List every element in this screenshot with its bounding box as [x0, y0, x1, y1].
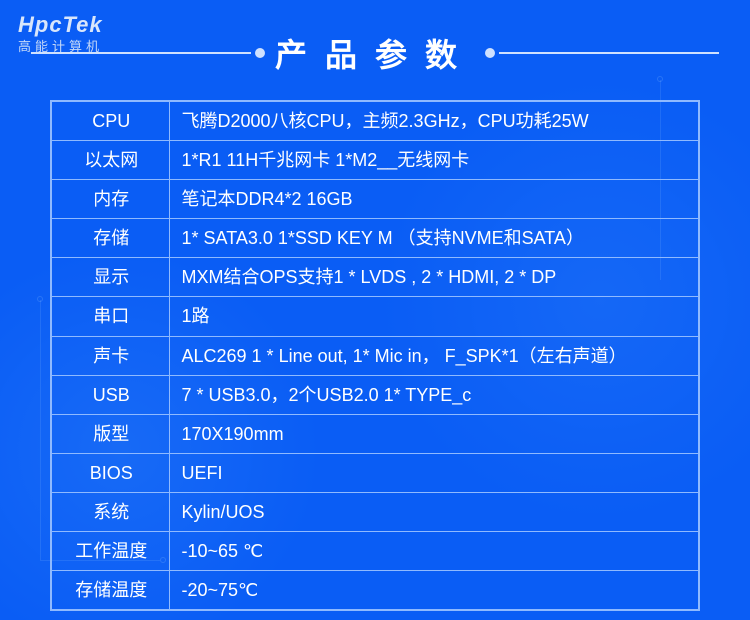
spec-label: 工作温度 — [51, 532, 169, 571]
spec-label: 版型 — [51, 414, 169, 453]
bg-deco-dot — [37, 296, 43, 302]
spec-label: 系统 — [51, 492, 169, 531]
spec-value: 1路 — [169, 297, 699, 336]
title-line-right-icon — [499, 52, 719, 54]
table-row: 存储温度-20~75℃ — [51, 571, 699, 611]
spec-table: CPU飞腾D2000八核CPU，主频2.3GHz，CPU功耗25W 以太网1*R… — [50, 100, 700, 611]
spec-value: 飞腾D2000八核CPU，主频2.3GHz，CPU功耗25W — [169, 101, 699, 141]
table-row: 以太网1*R1 11H千兆网卡 1*M2__无线网卡 — [51, 141, 699, 180]
table-row: 声卡ALC269 1 * Line out, 1* Mic in， F_SPK*… — [51, 336, 699, 375]
spec-value: 1*R1 11H千兆网卡 1*M2__无线网卡 — [169, 141, 699, 180]
spec-value: UEFI — [169, 453, 699, 492]
spec-label: 内存 — [51, 180, 169, 219]
table-row: CPU飞腾D2000八核CPU，主频2.3GHz，CPU功耗25W — [51, 101, 699, 141]
spec-label: 显示 — [51, 258, 169, 297]
spec-value: 7 * USB3.0，2个USB2.0 1* TYPE_c — [169, 375, 699, 414]
spec-value: -20~75℃ — [169, 571, 699, 611]
table-row: BIOS UEFI — [51, 453, 699, 492]
bg-deco-line — [40, 300, 41, 560]
table-row: 系统Kylin/UOS — [51, 492, 699, 531]
title-line-left-icon — [31, 52, 251, 54]
spec-label: BIOS — [51, 453, 169, 492]
spec-label: 存储温度 — [51, 571, 169, 611]
table-row: 显示MXM结合OPS支持1 * LVDS , 2 * HDMI, 2 * DP — [51, 258, 699, 297]
spec-value: MXM结合OPS支持1 * LVDS , 2 * HDMI, 2 * DP — [169, 258, 699, 297]
table-row: USB7 * USB3.0，2个USB2.0 1* TYPE_c — [51, 375, 699, 414]
table-row: 工作温度-10~65 ℃ — [51, 532, 699, 571]
spec-label: 存储 — [51, 219, 169, 258]
spec-value: Kylin/UOS — [169, 492, 699, 531]
spec-value: 170X190mm — [169, 414, 699, 453]
spec-table-body: CPU飞腾D2000八核CPU，主频2.3GHz，CPU功耗25W 以太网1*R… — [51, 101, 699, 610]
section-title: 产品参数 — [269, 30, 481, 76]
spec-label: USB — [51, 375, 169, 414]
table-row: 串口1路 — [51, 297, 699, 336]
bg-deco-dot — [657, 76, 663, 82]
title-dot-icon — [485, 48, 495, 58]
title-dot-icon — [255, 48, 265, 58]
spec-label: CPU — [51, 101, 169, 141]
spec-label: 以太网 — [51, 141, 169, 180]
spec-label: 串口 — [51, 297, 169, 336]
table-row: 版型170X190mm — [51, 414, 699, 453]
spec-value: 笔记本DDR4*2 16GB — [169, 180, 699, 219]
spec-value: 1* SATA3.0 1*SSD KEY M （支持NVME和SATA） — [169, 219, 699, 258]
spec-label: 声卡 — [51, 336, 169, 375]
table-row: 存储1* SATA3.0 1*SSD KEY M （支持NVME和SATA） — [51, 219, 699, 258]
table-row: 内存笔记本DDR4*2 16GB — [51, 180, 699, 219]
section-title-row: 产品参数 — [0, 30, 750, 76]
spec-value: -10~65 ℃ — [169, 532, 699, 571]
spec-value: ALC269 1 * Line out, 1* Mic in， F_SPK*1（… — [169, 336, 699, 375]
